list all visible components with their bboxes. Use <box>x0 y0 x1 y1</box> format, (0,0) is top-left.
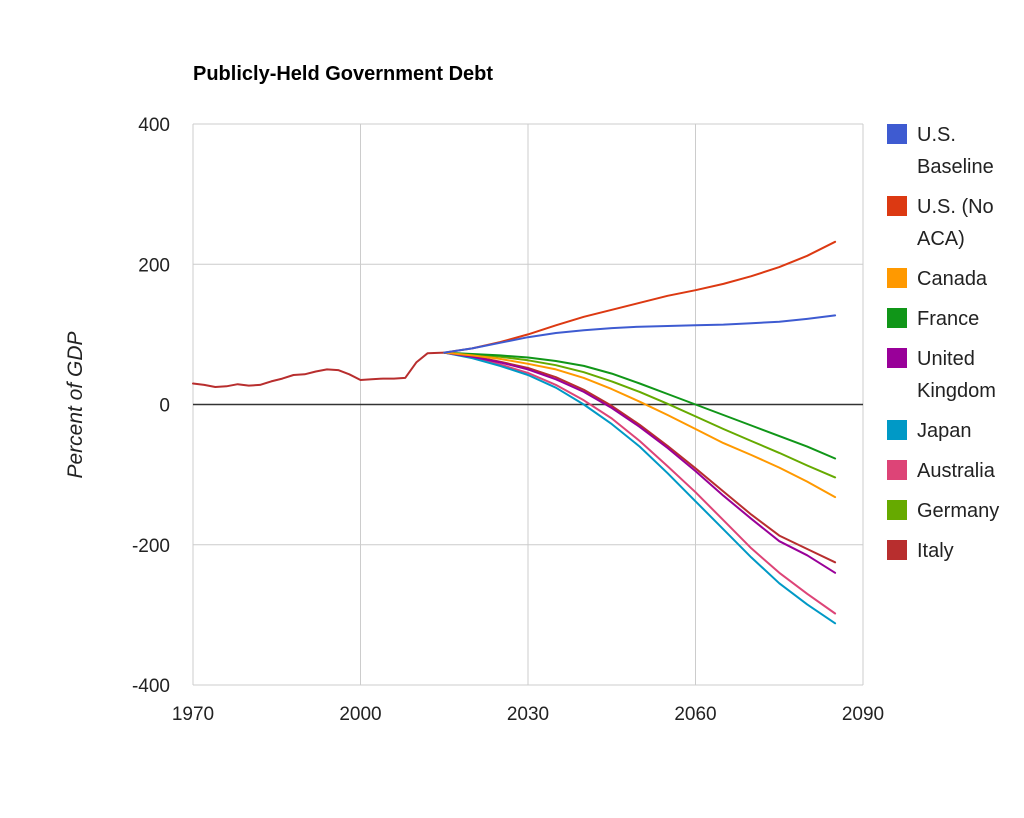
y-axis-label: Percent of GDP <box>64 331 87 478</box>
legend-item: United Kingdom <box>887 348 996 402</box>
legend-label: Germany <box>917 500 999 522</box>
legend-swatch <box>887 268 907 288</box>
x-tick-label: 2030 <box>507 704 549 725</box>
series-line-france <box>443 351 837 460</box>
x-tick-label: 2090 <box>842 704 884 725</box>
legend-swatch <box>887 420 907 440</box>
x-tick-label: 1970 <box>172 704 214 725</box>
legend-swatch <box>887 308 907 328</box>
legend: U.S. Baseline U.S. (No ACA) Canada France Unit… <box>887 124 999 562</box>
legend-swatch <box>887 124 907 144</box>
legend-swatch <box>887 540 907 560</box>
series-line-germany <box>443 351 837 479</box>
legend-label: France <box>917 308 979 330</box>
series-line-united-kingdom <box>443 351 837 574</box>
legend-label: ACA) <box>917 228 965 250</box>
x-tick-label: 2000 <box>339 704 381 725</box>
y-tick-label: 200 <box>138 255 170 276</box>
y-tick-label: 400 <box>138 115 170 136</box>
legend-label: Baseline <box>917 156 994 178</box>
x-tick-label: 2060 <box>674 704 716 725</box>
legend-label: Australia <box>917 460 996 482</box>
chart-title: Publicly-Held Government Debt <box>193 63 493 85</box>
series-line-italy <box>192 351 837 564</box>
y-tick-label: 0 <box>159 396 170 417</box>
legend-swatch <box>887 500 907 520</box>
legend-label: United <box>917 348 975 370</box>
y-tick-label: -200 <box>132 536 170 557</box>
series-line-canada <box>443 351 837 499</box>
series-line-u-s-baseline <box>443 314 837 354</box>
legend-item: U.S. (No ACA) <box>887 196 994 250</box>
series-line-u-s-no-aca <box>443 240 837 354</box>
legend-swatch <box>887 460 907 480</box>
legend-label: Canada <box>917 268 988 290</box>
series-line-japan <box>443 351 837 625</box>
series-line-australia <box>443 351 837 615</box>
legend-label: Japan <box>917 420 972 442</box>
legend-label: U.S. <box>917 124 956 146</box>
legend-label: Italy <box>917 540 954 562</box>
legend-label: Kingdom <box>917 380 996 402</box>
legend-item: Canada <box>887 268 988 290</box>
legend-swatch <box>887 196 907 216</box>
legend-swatch <box>887 348 907 368</box>
legend-item: Germany <box>887 500 999 522</box>
y-tick-label: -400 <box>132 676 170 697</box>
legend-item: Japan <box>887 420 972 442</box>
legend-item: Italy <box>887 540 954 562</box>
legend-label: U.S. (No <box>917 196 994 218</box>
legend-item: U.S. Baseline <box>887 124 994 178</box>
legend-item: Australia <box>887 460 996 482</box>
legend-item: France <box>887 308 979 330</box>
